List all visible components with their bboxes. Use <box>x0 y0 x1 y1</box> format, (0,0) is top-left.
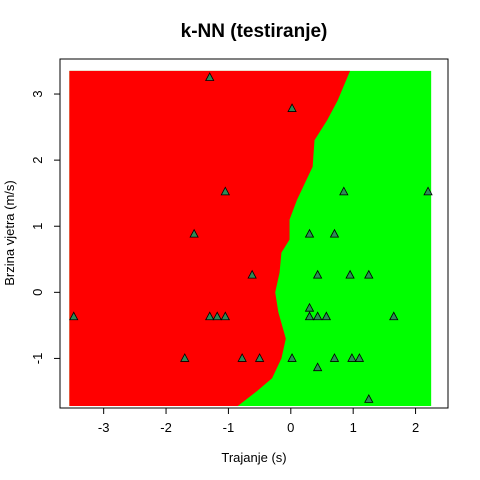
test-point <box>254 353 265 362</box>
y-axis: -1 0 1 2 3 <box>30 90 61 365</box>
y-axis-label: Brzina vjetra (m/s) <box>2 180 17 285</box>
y-tick-label: 3 <box>30 90 45 97</box>
x-axis: -3 -2 -1 0 1 2 <box>98 407 419 435</box>
test-point <box>205 311 215 321</box>
test-point <box>180 353 190 362</box>
test-point <box>247 269 257 279</box>
y-tick-label: 1 <box>30 223 45 230</box>
y-tick-label: 2 <box>30 157 45 164</box>
test-point <box>354 353 365 362</box>
y-tick-label: -1 <box>30 353 45 365</box>
test-point <box>321 311 332 321</box>
test-point <box>312 362 323 372</box>
test-point <box>212 311 222 321</box>
test-point <box>69 311 79 321</box>
test-point <box>287 353 297 362</box>
test-point <box>312 311 323 321</box>
test-point <box>347 353 357 362</box>
test-point <box>364 269 374 279</box>
test-point <box>329 228 340 238</box>
test-point <box>237 353 247 362</box>
test-point <box>220 311 230 321</box>
y-tick-label: 0 <box>30 289 45 296</box>
test-point <box>304 311 315 321</box>
test-point <box>329 353 340 362</box>
region-left-class <box>69 70 351 407</box>
x-tick-label: -3 <box>98 420 110 435</box>
x-tick-label: 1 <box>350 420 357 435</box>
decision-regions <box>69 70 432 407</box>
x-tick-label: -1 <box>223 420 235 435</box>
x-tick-label: 2 <box>412 420 419 435</box>
test-point <box>287 103 297 112</box>
test-point <box>189 228 199 238</box>
test-point <box>304 228 315 238</box>
test-point <box>312 269 323 279</box>
x-axis-label: Trajanje (s) <box>221 450 286 465</box>
test-point <box>389 311 399 321</box>
test-point <box>304 302 315 312</box>
test-point <box>423 186 433 196</box>
chart-title: k-NN (testiranje) <box>181 21 328 42</box>
test-point <box>205 72 215 81</box>
x-tick-label: 0 <box>287 420 294 435</box>
test-point <box>339 186 349 196</box>
test-point <box>364 394 374 403</box>
x-tick-label: -2 <box>160 420 172 435</box>
test-point <box>220 186 230 196</box>
test-points <box>69 72 433 403</box>
test-point <box>345 269 355 279</box>
